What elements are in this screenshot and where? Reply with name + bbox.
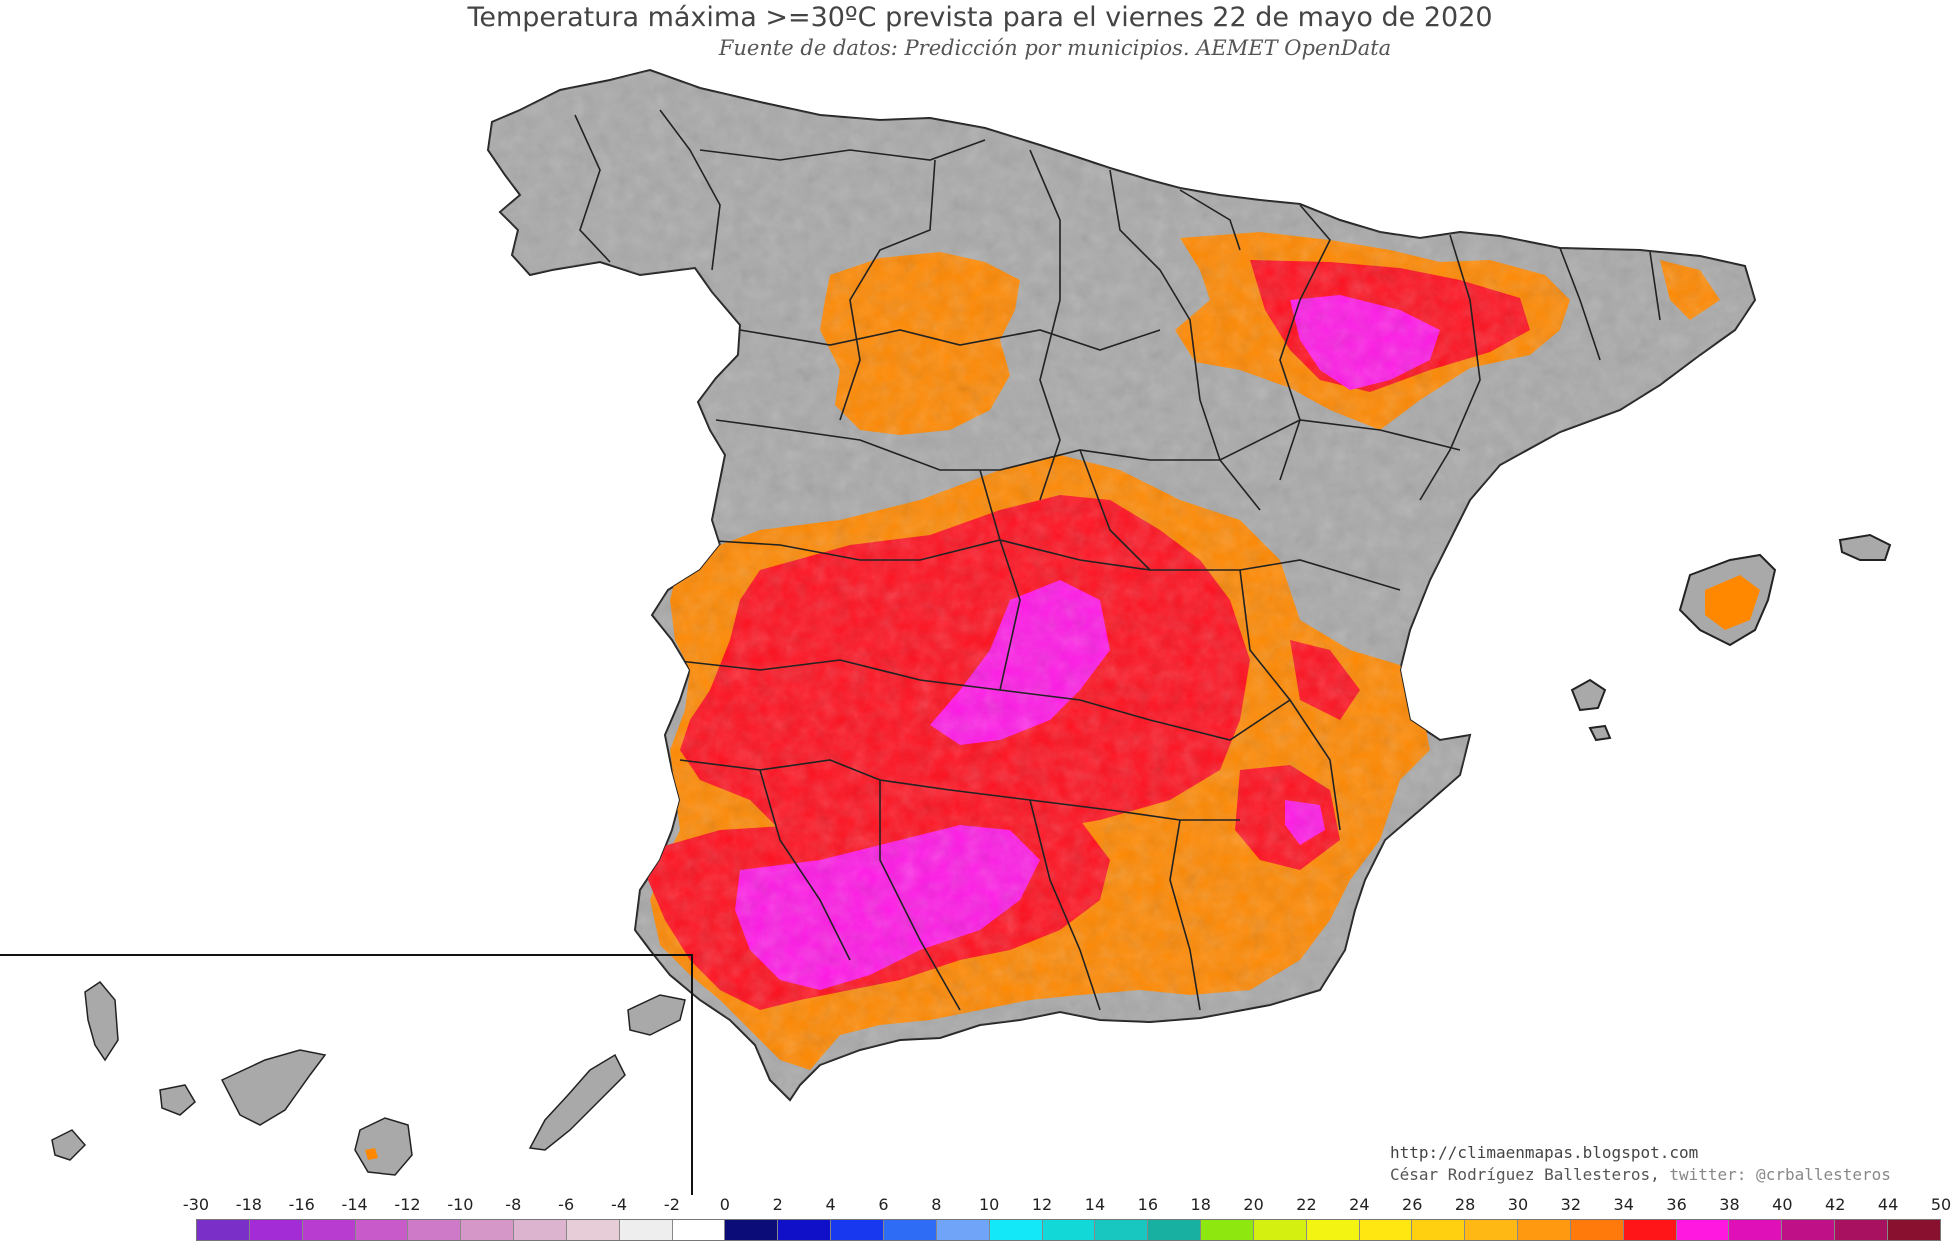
legend-label: 28 <box>1454 1195 1476 1214</box>
legend-swatch <box>355 1220 409 1240</box>
fuerteventura-island <box>528 1053 626 1151</box>
legend-label: 50 <box>1930 1195 1952 1214</box>
legend-swatch <box>408 1220 462 1240</box>
legend-swatch <box>1676 1220 1730 1240</box>
legend-swatch <box>619 1220 673 1240</box>
legend-swatch <box>1095 1220 1149 1240</box>
legend-label: -10 <box>447 1195 474 1214</box>
legend-label: -12 <box>394 1195 421 1214</box>
legend-swatch <box>1306 1220 1360 1240</box>
legend-label: 42 <box>1825 1195 1846 1214</box>
legend-swatch <box>1253 1220 1307 1240</box>
legend-swatch <box>936 1220 990 1240</box>
legend-label: -2 <box>663 1195 680 1214</box>
legend-label: -8 <box>505 1195 522 1214</box>
map-subtitle: Fuente de datos: Predicción por municipi… <box>718 36 1392 60</box>
legend-swatch <box>1465 1220 1519 1240</box>
legend-label: -4 <box>611 1195 627 1214</box>
legend-label: 36 <box>1666 1195 1687 1214</box>
legend-swatch <box>883 1220 937 1240</box>
legend-swatch <box>1201 1220 1254 1240</box>
credits: http://climaenmapas.blogspot.com César R… <box>1390 1142 1891 1186</box>
legend-label: 40 <box>1772 1195 1793 1214</box>
legend-labels: -30 -18 -16 -14 -12 -10 -8 -6 -4 -2 0 2 4 6 8 10 12 14 16 1… <box>183 1195 1951 1217</box>
legend-label: -16 <box>288 1195 315 1214</box>
legend-swatch <box>197 1220 250 1240</box>
legend-swatch <box>566 1220 620 1240</box>
legend-swatch <box>672 1220 726 1240</box>
gran-canaria-island <box>354 1117 413 1176</box>
legend-swatch <box>778 1220 832 1240</box>
legend-label: 6 <box>878 1195 889 1214</box>
credit-author-name: César Rodríguez Ballesteros, <box>1390 1165 1660 1184</box>
legend-label: 2 <box>772 1195 783 1214</box>
legend-label: 22 <box>1296 1195 1317 1214</box>
ibiza-island <box>1570 678 1607 712</box>
legend-label: 24 <box>1349 1195 1370 1214</box>
formentera-island <box>1588 724 1612 742</box>
mallorca-heat <box>1705 575 1760 630</box>
canary-islands-inset <box>0 954 693 1195</box>
tenerife-island <box>220 1049 327 1126</box>
el-hierro-island <box>51 1129 87 1161</box>
legend-label: -6 <box>558 1195 575 1214</box>
lanzarote-island <box>627 994 686 1036</box>
legend-label: 26 <box>1402 1195 1423 1214</box>
credit-author: César Rodríguez Ballesteros, twitter: @c… <box>1390 1164 1891 1186</box>
legend-label: 0 <box>719 1195 730 1214</box>
legend-swatch <box>1623 1220 1677 1240</box>
la-gomera-island <box>159 1084 196 1116</box>
legend-color-bar <box>196 1219 1941 1241</box>
credit-blog-link[interactable]: http://climaenmapas.blogspot.com <box>1390 1143 1699 1162</box>
la-palma-island <box>84 981 119 1062</box>
legend-swatch <box>725 1220 779 1240</box>
legend-swatch <box>461 1220 515 1240</box>
legend-label: -14 <box>341 1195 368 1214</box>
legend-swatch <box>302 1220 356 1240</box>
balearic-islands <box>1570 533 1892 742</box>
legend-swatch <box>1412 1220 1466 1240</box>
legend-swatch <box>1359 1220 1413 1240</box>
legend-swatch <box>831 1220 884 1240</box>
legend-label: -18 <box>235 1195 262 1214</box>
legend-label: 34 <box>1613 1195 1634 1214</box>
legend-label: 30 <box>1507 1195 1529 1214</box>
map-title: Temperatura máxima >=30ºC prevista para … <box>467 2 1493 33</box>
province-borders <box>574 109 1661 1011</box>
legend-swatch <box>1835 1220 1888 1240</box>
legend-label: -30 <box>182 1195 210 1214</box>
legend-label: 14 <box>1084 1195 1106 1214</box>
legend-label: 16 <box>1137 1195 1158 1214</box>
legend-swatch <box>249 1220 303 1240</box>
legend-swatch <box>1570 1220 1624 1240</box>
legend-swatch <box>1782 1220 1836 1240</box>
legend-label: 38 <box>1719 1195 1740 1214</box>
legend-label: 18 <box>1190 1195 1211 1214</box>
legend-swatch <box>1518 1220 1571 1240</box>
inset-frame <box>0 954 693 1195</box>
legend-label: 12 <box>1031 1195 1053 1214</box>
legend-label: 8 <box>931 1195 942 1214</box>
menorca-island <box>1838 533 1892 561</box>
gran-canaria-heat <box>365 1148 378 1160</box>
legend-label: 4 <box>825 1195 836 1214</box>
mainland-spain <box>486 68 1757 1102</box>
legend-label: 20 <box>1243 1195 1264 1214</box>
legend-swatch <box>1729 1220 1783 1240</box>
legend-swatch <box>1148 1220 1202 1240</box>
legend-swatch <box>1888 1220 1940 1240</box>
legend-label: 44 <box>1877 1195 1899 1214</box>
color-legend: -30 -18 -16 -14 -12 -10 -8 -6 -4 -2 0 2 4 6 8 10 12 14 16 1… <box>183 1195 1951 1243</box>
legend-swatch <box>1042 1220 1096 1240</box>
legend-swatch <box>989 1220 1043 1240</box>
legend-swatch <box>514 1220 567 1240</box>
legend-label: 32 <box>1560 1195 1582 1214</box>
legend-label: 10 <box>978 1195 1000 1214</box>
credit-twitter[interactable]: twitter: @crballesteros <box>1669 1165 1891 1184</box>
